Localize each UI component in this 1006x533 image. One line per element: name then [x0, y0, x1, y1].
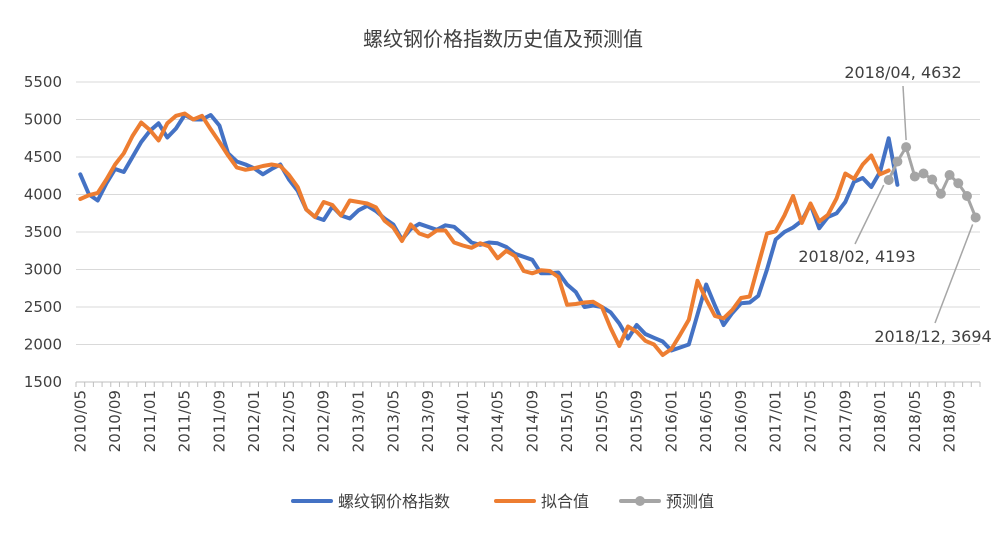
- legend-marker: [635, 496, 645, 506]
- x-tick-label: 2011/05: [176, 390, 194, 452]
- x-tick-label: 2016/09: [732, 390, 750, 452]
- data-point: [909, 171, 920, 182]
- y-tick-label: 4000: [24, 186, 62, 204]
- data-point: [883, 175, 894, 186]
- x-tick-label: 2017/09: [836, 390, 854, 452]
- x-tick-label: 2012/05: [280, 390, 298, 452]
- x-tick-label: 2017/05: [802, 390, 820, 452]
- annotation-label: 2018/04, 4632: [844, 63, 961, 82]
- x-tick-label: 2015/05: [593, 390, 611, 452]
- data-point: [944, 170, 955, 180]
- x-tick-label: 2013/01: [350, 390, 368, 452]
- x-tick-label: 2010/09: [106, 390, 124, 452]
- y-tick-label: 2500: [24, 298, 62, 316]
- x-tick-label: 2016/01: [662, 390, 680, 452]
- y-tick-label: 3000: [24, 261, 62, 279]
- x-tick-label: 2015/09: [628, 390, 646, 452]
- x-tick-label: 2015/01: [558, 390, 576, 452]
- x-tick-label: 2011/01: [141, 390, 159, 452]
- chart-title: 螺纹钢价格指数历史值及预测值: [363, 27, 643, 51]
- data-point: [953, 178, 964, 189]
- x-tick-label: 2018/05: [906, 390, 924, 452]
- x-tick-label: 2013/05: [384, 390, 402, 452]
- legend-label: 拟合值: [541, 492, 589, 511]
- data-point: [935, 188, 946, 199]
- x-tick-label: 2014/05: [489, 390, 507, 452]
- x-tick-label: 2018/01: [871, 390, 889, 452]
- data-point: [892, 156, 903, 167]
- x-tick-label: 2017/01: [767, 390, 785, 452]
- x-tick-label: 2018/09: [941, 390, 959, 452]
- y-tick-label: 5000: [24, 111, 62, 129]
- legend-label: 预测值: [666, 492, 714, 511]
- y-tick-label: 3500: [24, 223, 62, 241]
- annotation-leader-line: [854, 184, 885, 245]
- annotation-leader-line: [902, 85, 907, 141]
- y-tick-label: 4500: [24, 148, 62, 166]
- data-point: [901, 142, 912, 153]
- x-tick-label: 2016/05: [697, 390, 715, 452]
- x-tick-label: 2012/01: [245, 390, 263, 452]
- annotation-leader-line: [934, 224, 974, 324]
- y-tick-label: 5500: [24, 73, 62, 91]
- x-tick-label: 2013/09: [419, 390, 437, 452]
- legend-label: 螺纹钢价格指数: [338, 492, 450, 511]
- data-point: [961, 191, 972, 201]
- series-line: [78, 111, 891, 357]
- data-point: [927, 174, 938, 185]
- x-tick-label: 2010/05: [71, 390, 89, 452]
- x-tick-label: 2012/09: [315, 390, 333, 452]
- data-point: [918, 168, 929, 179]
- annotation-label: 2018/12, 3694: [874, 327, 991, 346]
- series-line: [78, 113, 900, 353]
- x-tick-label: 2014/09: [523, 390, 541, 452]
- x-tick-label: 2014/01: [454, 390, 472, 452]
- y-tick-label: 1500: [24, 373, 62, 391]
- data-point: [970, 212, 981, 223]
- x-tick-label: 2011/09: [210, 390, 228, 452]
- annotation-label: 2018/02, 4193: [798, 247, 915, 266]
- y-tick-label: 2000: [24, 336, 62, 354]
